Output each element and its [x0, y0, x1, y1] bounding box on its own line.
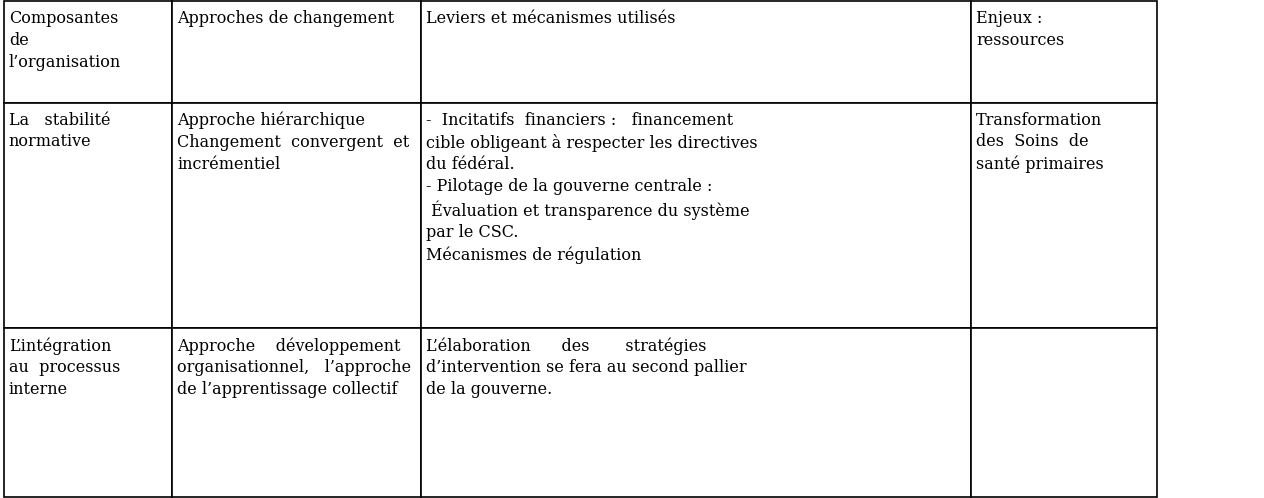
Bar [4, 103, 172, 328]
Text: -  Incitatifs  financiers :   financement
cible obligeant à respecter les direct: - Incitatifs financiers : financement ci… [426, 112, 757, 263]
Bar [971, 328, 1157, 497]
Text: L’intégration
au  processus
interne: L’intégration au processus interne [9, 337, 120, 398]
Bar [421, 328, 971, 497]
Text: Approches de changement: Approches de changement [177, 10, 394, 27]
Bar [421, 103, 971, 328]
Bar [172, 1, 421, 103]
Bar [4, 328, 172, 497]
Bar [971, 1, 1157, 103]
Text: Approche hiérarchique
Changement  convergent  et
incrémentiel: Approche hiérarchique Changement converg… [177, 112, 410, 172]
Text: Transformation
des  Soins  de
santé primaires: Transformation des Soins de santé primai… [976, 112, 1103, 173]
Bar [4, 1, 172, 103]
Text: Enjeux :
ressources: Enjeux : ressources [976, 10, 1064, 49]
Text: Leviers et mécanismes utilisés: Leviers et mécanismes utilisés [426, 10, 675, 27]
Text: Approche    développement
organisationnel,   l’approche
de l’apprentissage colle: Approche développement organisationnel, … [177, 337, 411, 398]
Text: L’élaboration      des       stratégies
d’intervention se fera au second pallier: L’élaboration des stratégies d’intervent… [426, 337, 747, 398]
Text: Composantes
de
l’organisation: Composantes de l’organisation [9, 10, 121, 71]
Bar [172, 328, 421, 497]
Bar [172, 103, 421, 328]
Text: La   stabilité
normative: La stabilité normative [9, 112, 110, 150]
Bar [421, 1, 971, 103]
Bar [971, 103, 1157, 328]
